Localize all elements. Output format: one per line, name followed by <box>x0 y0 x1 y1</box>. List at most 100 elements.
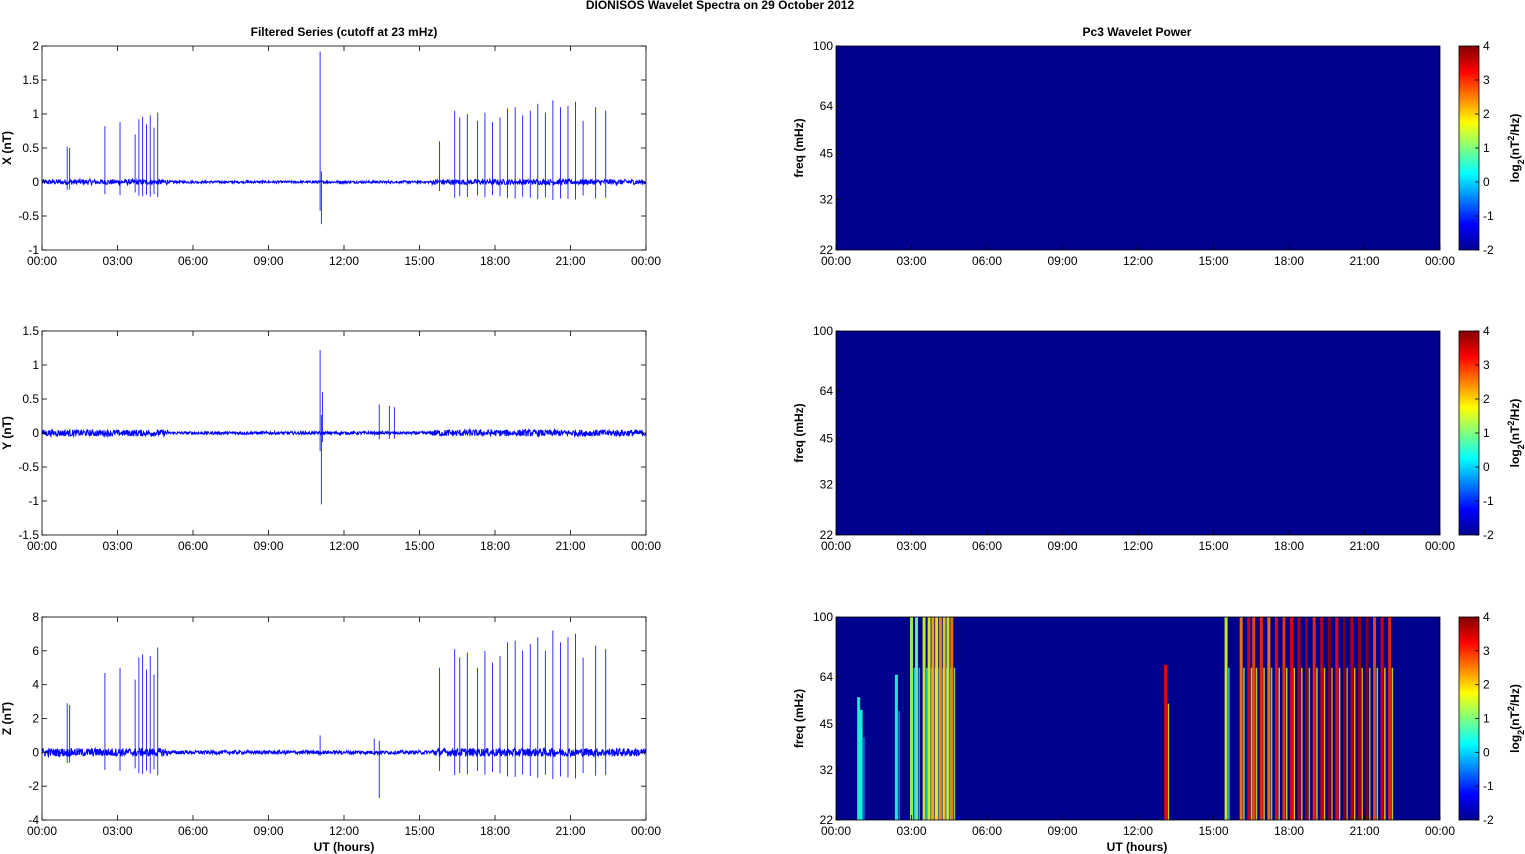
power-x-cbar-label-0: -2 <box>1483 243 1494 257</box>
power-z-burst-22 <box>1290 617 1294 820</box>
series-y-xtick-label-1: 03:00 <box>102 539 132 553</box>
power-z-ytick-label-4: 100 <box>813 610 833 624</box>
series-x-ytick-label-5: 1.5 <box>22 73 39 87</box>
power-z-cbar-label-2: 0 <box>1483 745 1490 759</box>
power-z-burst-16 <box>1247 617 1251 820</box>
power-z-burst-side-4 <box>918 667 921 820</box>
power-x-xtick-label-1: 03:00 <box>896 254 926 268</box>
power-z-burst-25 <box>1312 617 1316 820</box>
power-z-xtick-label-5: 15:00 <box>1198 824 1228 838</box>
series-y-ytick-label-6: 1.5 <box>22 324 39 338</box>
series-z-xtick-label-5: 15:00 <box>404 824 434 838</box>
power-x-plot: 22 32 45 64 100 freq (mHz) -2 -1 0 1 2 3 4 log2(nT2/H… <box>792 39 1525 257</box>
power-y-xtick-label-5: 15:00 <box>1198 539 1228 553</box>
power-z-burst-20 <box>1274 617 1278 820</box>
power-z-burst-side-1 <box>863 737 865 820</box>
series-z-xtick-label-2: 06:00 <box>178 824 208 838</box>
power-z-burst-side-2 <box>898 711 900 820</box>
series-y-ytick-label-5: 1 <box>32 358 39 372</box>
series-z-xtick-label-0: 00:00 <box>27 824 57 838</box>
power-z-burst-32 <box>1365 617 1369 820</box>
power-z-burst-21 <box>1282 617 1286 820</box>
power-z-burst-side-13 <box>1167 703 1170 820</box>
series-y-xtick-label-3: 09:00 <box>253 539 283 553</box>
power-z-burst-side-14 <box>1228 667 1230 820</box>
series-x-ytick-label-6: 2 <box>32 39 39 53</box>
power-z-burst-side-24 <box>1308 667 1311 820</box>
power-y-xtick-label-6: 18:00 <box>1274 539 1304 553</box>
series-z-xtick-label-3: 09:00 <box>253 824 283 838</box>
power-x-cbar-label-6: 4 <box>1483 39 1490 53</box>
power-z-burst-2 <box>894 674 898 820</box>
power-z-burst-9 <box>938 617 942 820</box>
power-z-burst-28 <box>1335 617 1339 820</box>
power-z-burst-15 <box>1239 617 1243 820</box>
power-x-cbar-label-2: 0 <box>1483 175 1490 189</box>
power-x-xtick-label-7: 21:00 <box>1349 254 1379 268</box>
power-z-burst-29 <box>1342 617 1346 820</box>
power-x-cbar-label-5: 3 <box>1483 73 1490 87</box>
power-y-xtick-label-4: 12:00 <box>1123 539 1153 553</box>
power-z-burst-side-18 <box>1263 667 1265 820</box>
power-x-cbar-label-3: 1 <box>1483 141 1490 155</box>
power-z-burst-side-35 <box>1391 667 1394 820</box>
power-z-burst-side-17 <box>1255 667 1258 820</box>
series-y-ytick-label-0: -1.5 <box>18 528 39 542</box>
series-y-ytick-label-4: 0.5 <box>22 392 39 406</box>
power-y-ytick-label-0: 22 <box>820 528 834 542</box>
power-z-burst-0 <box>857 697 861 820</box>
series-y-ytick-label-2: -0.5 <box>18 460 39 474</box>
power-z-burst-side-20 <box>1278 667 1280 820</box>
power-z-burst-12 <box>950 617 954 820</box>
power-y-xtick-label-1: 03:00 <box>896 539 926 553</box>
series-z-ytick-label-0: -4 <box>28 813 39 827</box>
power-x-xtick-label-4: 12:00 <box>1123 254 1153 268</box>
x-axis-label-right: UT (hours) <box>1107 840 1168 854</box>
power-z-burst-side-28 <box>1338 667 1341 820</box>
series-z-plot: -4 -2 0 2 4 6 8 Z (nT) <box>0 610 647 827</box>
power-z-burst-side-25 <box>1316 667 1318 820</box>
series-y-xtick-label-5: 15:00 <box>404 539 434 553</box>
power-x-ytick-label-2: 45 <box>820 147 834 161</box>
series-x-xtick-label-5: 15:00 <box>404 254 434 268</box>
series-z-ytick-label-1: -2 <box>28 779 39 793</box>
series-y-xtick-label-4: 12:00 <box>329 539 359 553</box>
power-z-cbar-label-4: 2 <box>1483 678 1490 692</box>
power-z-burst-24 <box>1305 617 1309 820</box>
power-z-ytick-label-0: 22 <box>820 813 834 827</box>
series-x-xtick-label-4: 12:00 <box>329 254 359 268</box>
power-z-burst-side-34 <box>1384 667 1386 820</box>
series-x-xtick-label-7: 21:00 <box>555 254 585 268</box>
series-z-ytick-label-5: 6 <box>32 644 39 658</box>
power-z-burst-side-3 <box>913 667 915 820</box>
power-y-cbar-label-2: 0 <box>1483 460 1490 474</box>
series-x-trace <box>41 177 647 187</box>
series-y-plot: -1.5 -1 -0.5 0 0.5 1 1.5 Y (nT) <box>0 324 647 542</box>
power-x-xtick-label-0: 00:00 <box>821 254 851 268</box>
power-z-burst-11 <box>946 617 950 820</box>
power-y-ytick-label-2: 45 <box>820 432 834 446</box>
power-z-burst-8 <box>935 617 939 820</box>
power-x-ytick-label-1: 32 <box>820 193 834 207</box>
power-z-burst-side-16 <box>1250 667 1253 820</box>
power-z-burst-7 <box>931 617 935 820</box>
power-x-xtick-label-3: 09:00 <box>1047 254 1077 268</box>
power-y-background <box>836 331 1440 535</box>
power-z-cbar-title: log2(nT2/Hz) <box>1506 684 1525 753</box>
power-z-burst-26 <box>1320 617 1324 820</box>
power-y-cbar-label-6: 4 <box>1483 324 1490 338</box>
series-x-frame <box>41 45 647 251</box>
power-z-cbar-label-1: -1 <box>1483 779 1494 793</box>
series-x-xtick-label-6: 18:00 <box>480 254 510 268</box>
power-z-burst-side-31 <box>1361 667 1363 820</box>
power-y-xtick-label-7: 21:00 <box>1349 539 1379 553</box>
series-x-ytick-label-4: 1 <box>32 107 39 121</box>
right-column-title: Pc3 Wavelet Power <box>1083 25 1192 39</box>
power-z-burst-30 <box>1350 617 1354 820</box>
series-y-trace <box>41 427 647 439</box>
power-x-ylabel: freq (mHz) <box>792 118 806 177</box>
power-z-burst-1 <box>859 709 863 820</box>
series-x-ytick-label-2: 0 <box>32 175 39 189</box>
power-x-cbar-label-4: 2 <box>1483 107 1490 121</box>
